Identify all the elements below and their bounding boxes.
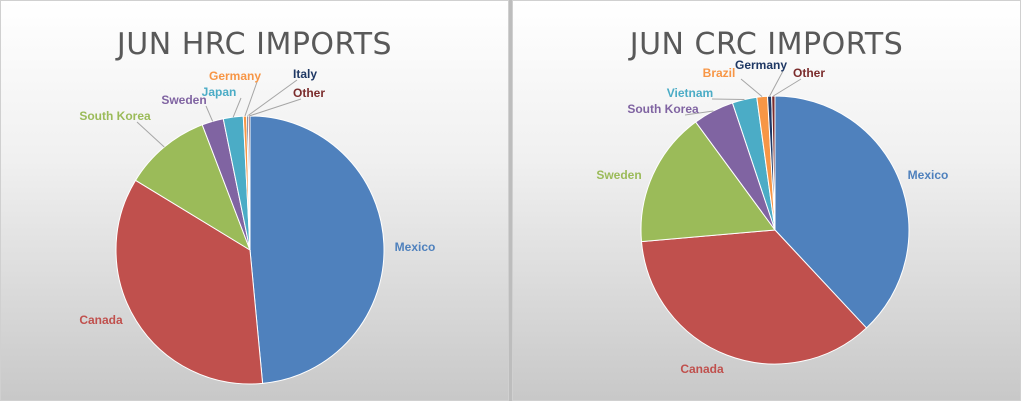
slice-label-mexico: Mexico: [908, 168, 949, 182]
leader-line-south-korea: [136, 121, 165, 148]
slice-label-other: Other: [793, 66, 825, 80]
leader-line-sweden: [205, 105, 214, 122]
slice-label-sweden: Sweden: [161, 93, 206, 107]
hrc-chart-panel: JUN HRC IMPORTS Mexico Canada South Korea S…: [0, 0, 509, 401]
slice-label-germany: Germany: [209, 69, 261, 83]
leader-line-other: [773, 78, 802, 97]
slice-label-south-korea: South Korea: [79, 109, 151, 123]
leader-line-germany: [769, 70, 784, 97]
slice-label-south-korea: South Korea: [627, 102, 699, 116]
leader-line-italy: [247, 79, 298, 117]
leader-line-other: [249, 98, 302, 117]
slice-label-japan: Japan: [202, 85, 237, 99]
slice-label-canada: Canada: [680, 362, 724, 376]
slice-label-sweden: Sweden: [596, 168, 641, 182]
pie-slice-mexico: [774, 95, 910, 329]
leader-line-south-korea: [684, 110, 714, 116]
slice-label-other: Other: [293, 86, 325, 100]
leader-line-vietnam: [711, 98, 745, 101]
leader-line-germany: [244, 81, 258, 117]
pie-slice-other: [771, 95, 776, 231]
slice-label-germany: Germany: [735, 58, 787, 72]
leader-line-brazil: [740, 78, 763, 98]
crc-chart-title: JUN CRC IMPORTS: [629, 27, 904, 62]
hrc-chart-title: JUN HRC IMPORTS: [116, 27, 393, 62]
slice-label-mexico: Mexico: [395, 240, 436, 254]
pie-slice-sweden: [640, 121, 776, 243]
pie-slice-canada: [640, 229, 868, 365]
slice-label-canada: Canada: [79, 313, 123, 327]
pie-slice-canada: [115, 179, 264, 385]
slice-label-vietnam: Vietnam: [667, 86, 713, 100]
leader-line-japan: [232, 97, 242, 118]
pie-slice-south-korea: [134, 124, 251, 252]
panel-divider: [509, 0, 512, 401]
slice-label-brazil: Brazil: [703, 66, 736, 80]
pie-slice-mexico: [249, 115, 385, 384]
crc-chart-panel: JUN CRC IMPORTS Mexico Canada Sweden South …: [512, 0, 1021, 401]
crc-pie-chart: Mexico Canada Sweden South Korea Vietnam Braz…: [596, 58, 949, 376]
slice-label-italy: Italy: [293, 67, 317, 81]
